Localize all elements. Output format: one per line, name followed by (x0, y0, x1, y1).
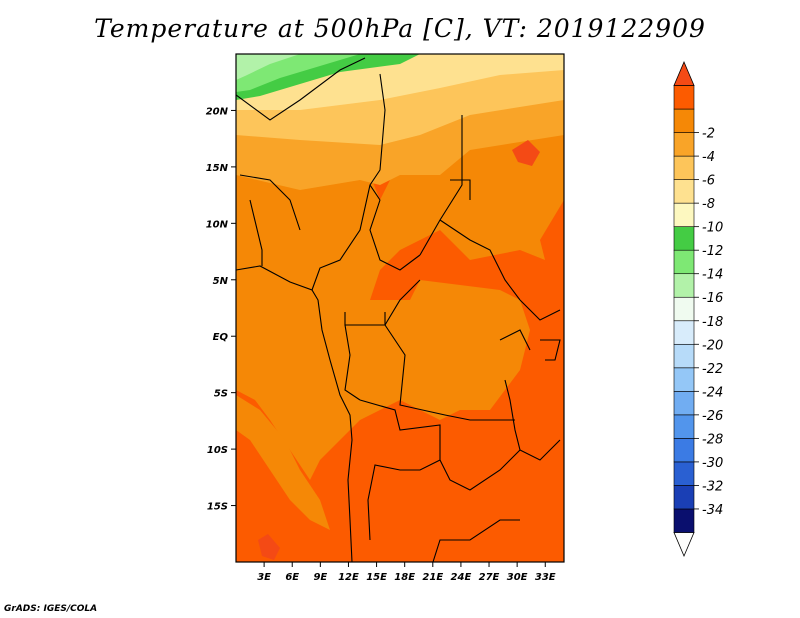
lon-tick-label: 18E (394, 572, 415, 583)
colorbar-segment (673, 343, 695, 369)
lon-tick-label: 24E (451, 572, 472, 583)
colorbar-label: -16 (702, 291, 723, 306)
colorbar-segment (673, 367, 695, 392)
grads-credit: GrADS: IGES/COLA (4, 604, 98, 614)
colorbar-label: -28 (702, 432, 723, 447)
lon-tick-label: 15E (366, 572, 387, 583)
lon-tick-label: 21E (422, 572, 443, 583)
colorbar-label: -26 (702, 409, 723, 424)
colorbar-segment (673, 226, 695, 251)
colorbar-segment (673, 179, 695, 204)
colorbar-label: -30 (702, 456, 723, 471)
colorbar-segment (673, 108, 695, 133)
lon-tick-label: 30E (507, 572, 528, 583)
colorbar-segment (673, 249, 695, 275)
colorbar-label: -22 (702, 362, 723, 377)
lon-tick-label: 27E (479, 572, 500, 583)
colorbar-segment (673, 461, 695, 486)
colorbar-label: -12 (702, 244, 723, 259)
colorbar-segment (673, 202, 695, 227)
colorbar-segment (673, 391, 695, 416)
colorbar-segment (673, 485, 695, 510)
temperature-field (236, 54, 564, 562)
map-title: Temperature at 500hPa [C], VT: 201912290… (94, 14, 706, 43)
lon-tick-label: 9E (313, 572, 327, 583)
colorbar-segment (673, 320, 695, 345)
colorbar-label: -14 (702, 268, 723, 283)
colorbar-segment (673, 508, 695, 533)
colorbar-label: -2 (702, 127, 715, 142)
band-minus6-minus4 (236, 130, 564, 480)
colorbar-segment (673, 155, 695, 180)
colorbar-label: -20 (702, 338, 723, 353)
latitude-ticks: 20N 15N 10N 5N EQ 5S 10S 15S (206, 106, 236, 513)
band-minus8-minus6 (236, 95, 564, 190)
lat-tick-label: 10S (207, 445, 228, 456)
colorbar-segment (673, 85, 695, 110)
band-minus10-minus8 (236, 60, 564, 145)
colorbar-segment (673, 273, 695, 298)
lat-tick-label: 15S (207, 502, 228, 513)
colorbar: -34 -32 -30 -28 -26 -24 -22 -20 -18 -16 -14 -12 -10 -… (673, 60, 723, 558)
colorbar-label: -4 (702, 150, 715, 165)
map-frame (235, 53, 565, 563)
band-minus18-minus16 (236, 54, 300, 80)
colorbar-label: -10 (702, 221, 723, 236)
lon-tick-label: 33E (535, 572, 556, 583)
colorbar-label: -32 (702, 479, 723, 494)
colorbar-segment (673, 532, 695, 558)
colorbar-segment (673, 414, 695, 439)
colorbar-label: -18 (702, 315, 723, 330)
colorbar-label: -8 (702, 197, 715, 212)
country-borders (236, 57, 561, 562)
lat-tick-label: 20N (206, 106, 229, 117)
colorbar-label: -34 (702, 503, 723, 518)
lat-tick-label: 5N (213, 276, 229, 287)
lon-tick-label: 3E (257, 572, 271, 583)
colorbar-segment (673, 296, 695, 322)
lat-tick-label: 15N (206, 163, 229, 174)
lon-tick-label: 6E (285, 572, 299, 583)
warm-spot-east (512, 140, 540, 166)
warm-spot-south (258, 534, 280, 560)
lon-tick-label: 12E (338, 572, 359, 583)
colorbar-segment (673, 60, 695, 86)
colorbar-label: -6 (702, 174, 715, 189)
lat-tick-label: 10N (206, 219, 229, 230)
colorbar-segment (673, 438, 695, 463)
colorbar-segment (673, 132, 695, 157)
lat-tick-label: 5S (214, 389, 228, 400)
band-minus6-minus4-south (236, 395, 330, 530)
colorbar-label: -24 (702, 385, 723, 400)
lat-tick-label: EQ (213, 332, 229, 343)
longitude-ticks: 3E 6E 9E 12E 15E 18E 21E 24E 27E 30E 33E (257, 562, 556, 583)
